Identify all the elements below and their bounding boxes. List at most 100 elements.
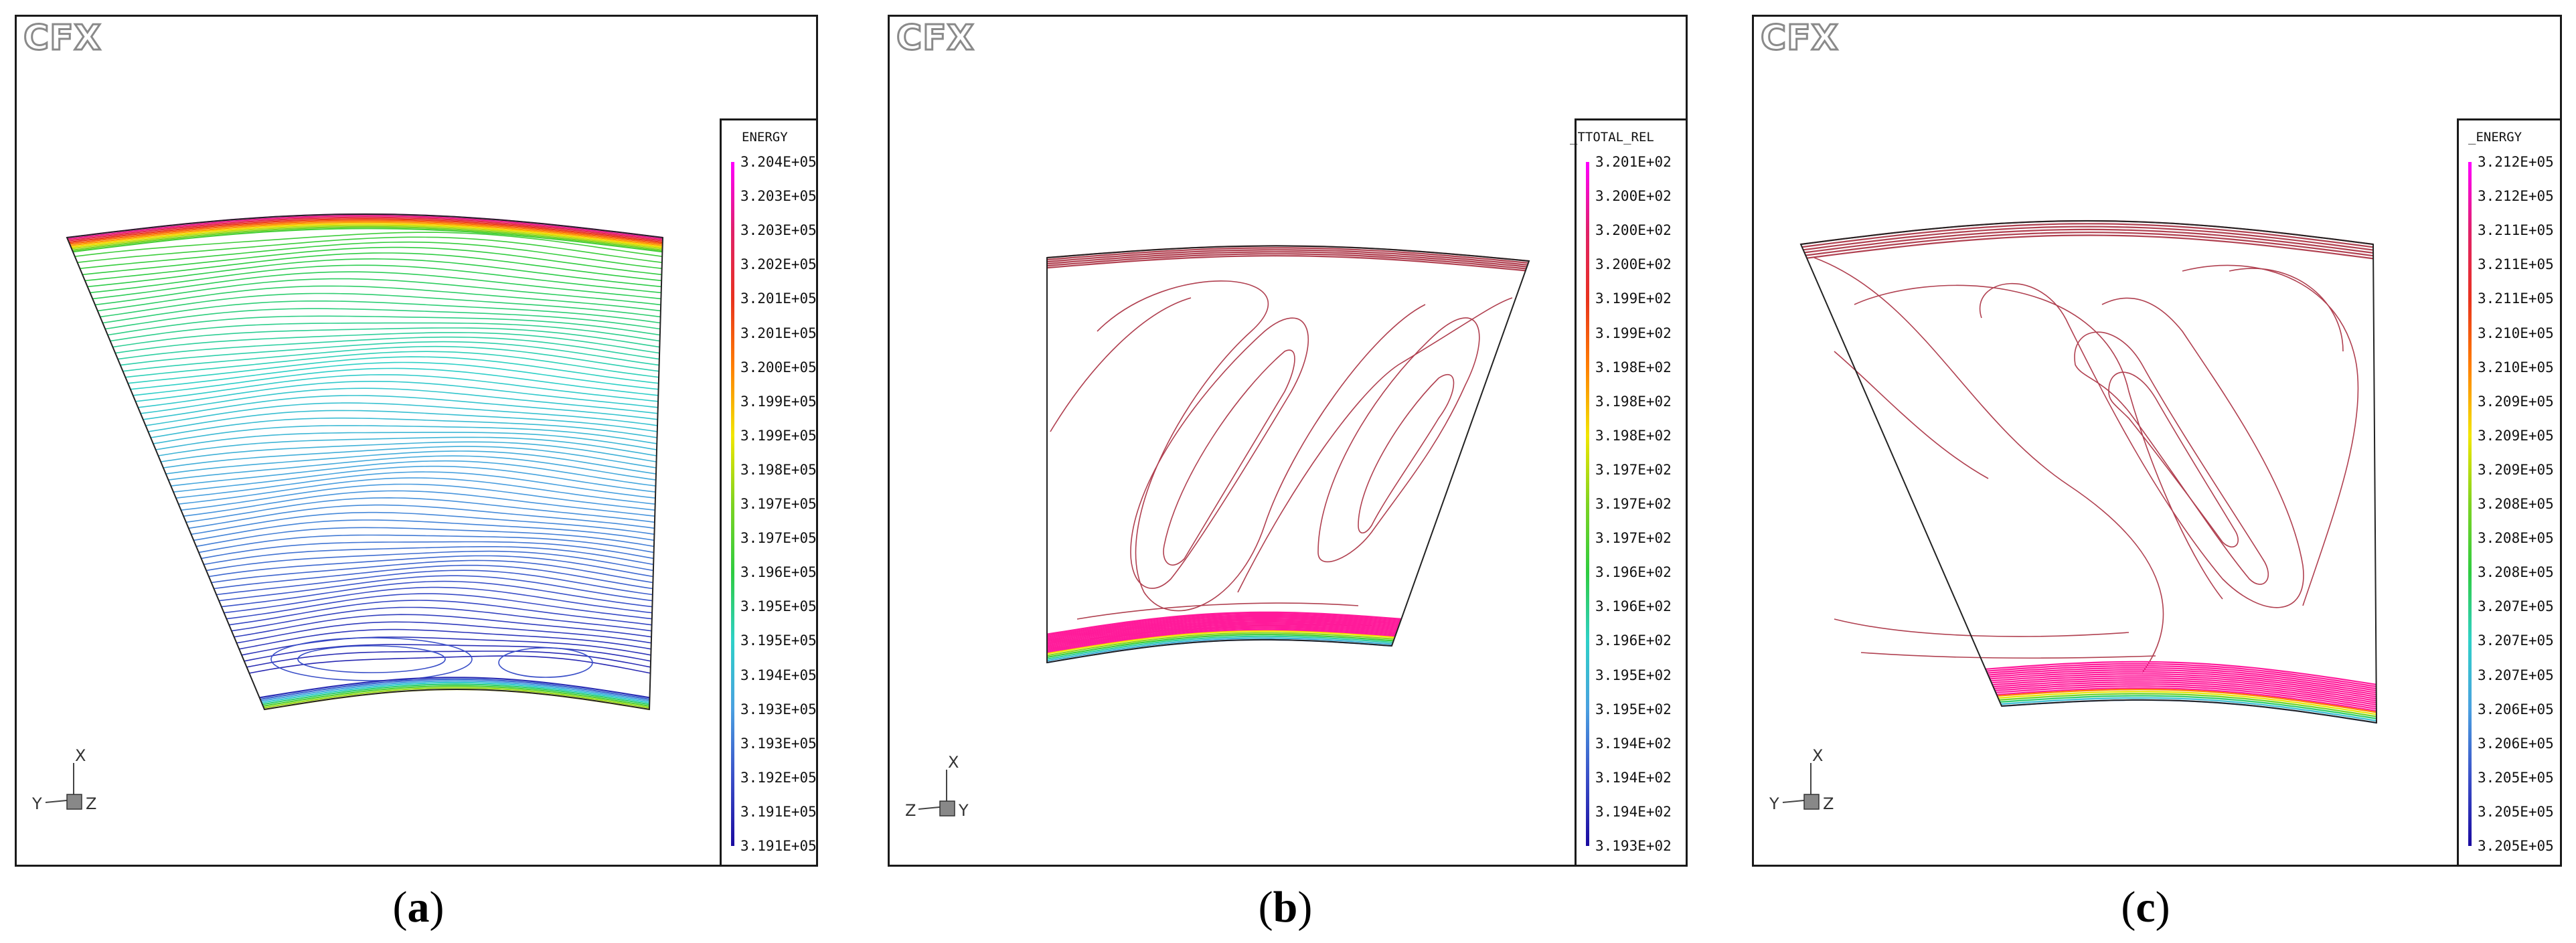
contour-line bbox=[198, 534, 654, 553]
legend-a: ENERGY 3.204E+05 3.203E+05 3.203E+05 3.202E… bbox=[720, 118, 817, 865]
contour-line bbox=[148, 410, 657, 432]
contour-line bbox=[211, 560, 653, 584]
contour-line bbox=[193, 519, 655, 541]
contour-line bbox=[1046, 249, 1528, 266]
legend-tick-label: 3.197E+05 bbox=[740, 496, 817, 512]
contour-line bbox=[1046, 247, 1529, 264]
contour-line bbox=[246, 651, 651, 668]
contour-line bbox=[1989, 669, 2377, 693]
legend-tick-label: 3.194E+05 bbox=[740, 667, 817, 683]
contour-line bbox=[1130, 317, 1309, 589]
legend-tick-label: 3.203E+05 bbox=[740, 188, 817, 205]
contour-line bbox=[74, 232, 663, 257]
contour-line bbox=[2000, 697, 2377, 721]
contour-line bbox=[138, 380, 658, 408]
contour-line bbox=[1358, 373, 1455, 534]
contour-line bbox=[1046, 253, 1527, 270]
legend-tick-label: 3.198E+02 bbox=[1595, 393, 1672, 410]
contour-plot-b: X Z Y bbox=[905, 245, 1530, 820]
legend-tick-label: 3.195E+02 bbox=[1595, 701, 1672, 717]
contour-line bbox=[1046, 626, 1396, 651]
contour-line bbox=[1046, 618, 1399, 642]
legend-tick-label: 3.205E+05 bbox=[2478, 838, 2554, 854]
contour-line bbox=[1994, 683, 2377, 708]
contour-line bbox=[104, 308, 661, 330]
cfx-logo: CFX bbox=[23, 17, 102, 60]
contour-line bbox=[1998, 691, 2377, 715]
axis-triad: X Z Y bbox=[905, 753, 969, 820]
contour-line bbox=[1050, 297, 1192, 432]
contour-line bbox=[128, 356, 659, 384]
legend-tick-label: 3.207E+05 bbox=[2478, 598, 2554, 615]
contour-line bbox=[1046, 616, 1400, 641]
contour-line bbox=[1990, 673, 2377, 698]
contour-line bbox=[133, 367, 659, 396]
contour-line bbox=[130, 361, 659, 390]
legend-tick-label: 3.201E+05 bbox=[740, 325, 817, 341]
contour-line bbox=[1046, 623, 1398, 648]
contour-line bbox=[1805, 232, 2374, 257]
axis-label: Y bbox=[958, 801, 969, 820]
contour-line bbox=[2000, 695, 2377, 719]
contour-line bbox=[1046, 637, 1392, 662]
legend-tick-label: 3.209E+05 bbox=[2478, 427, 2554, 444]
contour-line bbox=[1801, 223, 2374, 248]
contour-line bbox=[297, 645, 446, 673]
legend-tick-label: 3.200E+02 bbox=[1595, 256, 1672, 273]
legend-tick-label: 3.210E+05 bbox=[2478, 359, 2554, 375]
legend-tick-label: 3.201E+05 bbox=[740, 290, 817, 307]
contour-line bbox=[102, 301, 661, 324]
contour-line bbox=[261, 681, 650, 703]
contour-line bbox=[1998, 693, 2377, 717]
contour-line bbox=[117, 336, 659, 360]
contour-line bbox=[168, 455, 656, 481]
contour-line bbox=[1996, 687, 2377, 712]
legend-tick-label: 3.199E+05 bbox=[740, 393, 817, 410]
contour-line bbox=[239, 628, 651, 650]
contour-line bbox=[191, 511, 655, 535]
contour-line bbox=[165, 450, 657, 475]
legend-tick-label: 3.210E+05 bbox=[2478, 325, 2554, 341]
contour-line bbox=[143, 395, 658, 420]
contour-line bbox=[1046, 611, 1402, 635]
contour-line bbox=[1163, 349, 1295, 566]
legend-tick-label: 3.193E+02 bbox=[1595, 838, 1672, 854]
contour-plot-a: X Y Z bbox=[31, 213, 664, 813]
contour-line bbox=[1046, 255, 1526, 272]
contour-line bbox=[1046, 612, 1401, 636]
axis-label: Z bbox=[1823, 794, 1834, 813]
domain-outline bbox=[1799, 220, 2378, 724]
axis-triad: X Y Z bbox=[1769, 746, 1834, 813]
contour-line bbox=[72, 228, 663, 253]
legend-title: _ENERGY bbox=[2468, 130, 2522, 145]
contour-line bbox=[1993, 679, 2377, 704]
contour-line bbox=[158, 436, 657, 456]
legend-tick-label: 3.196E+02 bbox=[1595, 564, 1672, 581]
contour-line bbox=[84, 252, 662, 282]
contour-line bbox=[150, 417, 657, 438]
contour-line bbox=[70, 221, 663, 246]
contour-line bbox=[218, 575, 653, 602]
contour-line bbox=[1988, 667, 2377, 691]
panel-a: CFX X Y Z ENERGY 3.204E+05 3.203E+05 3.203E+… bbox=[15, 15, 818, 867]
contour-line bbox=[236, 621, 651, 644]
contour-line bbox=[1046, 628, 1396, 652]
legend-tick-label: 3.207E+05 bbox=[2478, 632, 2554, 649]
contour-line bbox=[115, 332, 660, 354]
contour-line bbox=[1997, 689, 2377, 713]
contour-line bbox=[241, 636, 651, 656]
legend-tick-label: 3.191E+05 bbox=[740, 803, 817, 820]
contour-line bbox=[161, 441, 657, 462]
contour-line bbox=[1046, 634, 1394, 659]
contour-line bbox=[1046, 619, 1399, 644]
contour-line bbox=[140, 388, 658, 414]
contour-line bbox=[228, 600, 652, 626]
legend-tick-label: 3.198E+02 bbox=[1595, 427, 1672, 444]
colorbar bbox=[731, 162, 734, 846]
legend-tick-label: 3.199E+05 bbox=[740, 427, 817, 444]
legend-tick-label: 3.201E+02 bbox=[1595, 154, 1672, 170]
caption-b: (b) bbox=[1258, 883, 1313, 932]
contour-line bbox=[2108, 371, 2239, 547]
legend-tick-label: 3.200E+05 bbox=[740, 359, 817, 375]
legend-tick-label: 3.191E+05 bbox=[740, 838, 817, 854]
